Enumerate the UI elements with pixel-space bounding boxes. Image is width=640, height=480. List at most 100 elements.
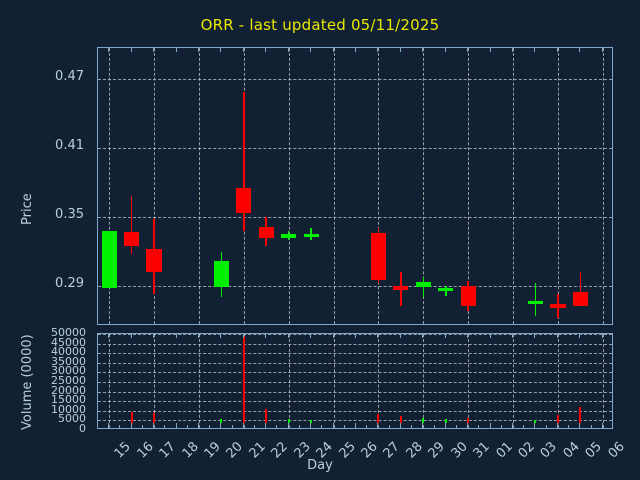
volume-bottom-minor-tick <box>388 425 390 429</box>
volume-bottom-minor-tick <box>411 425 413 429</box>
candle-wick <box>243 91 245 231</box>
volume-top-tick <box>534 333 536 338</box>
volume-bottom-minor-tick <box>164 425 166 429</box>
volume-bottom-tick <box>130 423 132 429</box>
price-top-tick <box>399 47 401 52</box>
volume-bottom-tick <box>579 423 581 429</box>
volume-gridline <box>98 401 612 403</box>
volume-tick-label: 40000 <box>51 345 86 359</box>
volume-bar <box>579 407 582 423</box>
volume-day-gridline <box>468 334 470 428</box>
volume-bottom-minor-tick <box>455 425 457 429</box>
price-top-tick <box>601 47 603 52</box>
candle-body <box>415 282 431 287</box>
volume-top-tick <box>108 333 110 338</box>
volume-tick-label: 10000 <box>51 402 86 416</box>
day-gridline <box>557 48 559 324</box>
volume-bar <box>242 335 245 423</box>
volume-day-gridline <box>109 334 111 428</box>
volume-bar <box>399 416 402 423</box>
volume-gridline <box>98 353 612 355</box>
candle-body <box>303 234 319 238</box>
price-tick-label: 0.29 <box>55 275 84 291</box>
price-top-tick <box>556 47 558 52</box>
candle-body <box>258 227 274 238</box>
price-top-tick <box>197 47 199 52</box>
volume-bar <box>444 419 447 423</box>
volume-bottom-minor-tick <box>298 425 300 429</box>
volume-bottom-tick <box>175 423 177 429</box>
volume-bar <box>422 418 425 423</box>
volume-top-tick <box>197 333 199 338</box>
volume-bar <box>130 411 133 423</box>
price-tick-label: 0.47 <box>55 69 84 85</box>
volume-gridline <box>98 372 612 374</box>
price-top-tick <box>287 47 289 52</box>
candle-body <box>124 231 140 246</box>
price-top-tick <box>130 47 132 52</box>
candle-wick <box>130 196 133 254</box>
volume-top-tick <box>422 333 424 338</box>
candle-body <box>101 230 117 289</box>
volume-top-tick <box>377 333 379 338</box>
volume-bottom-minor-tick <box>321 425 323 429</box>
volume-top-tick <box>489 333 491 338</box>
day-gridline <box>513 48 515 324</box>
price-gridline <box>98 79 612 81</box>
candle-body <box>213 260 229 287</box>
candle-body <box>527 300 544 304</box>
volume-bottom-tick <box>534 423 536 429</box>
volume-top-tick <box>399 333 401 338</box>
volume-bottom-minor-tick <box>343 425 345 429</box>
day-gridline <box>333 48 335 324</box>
price-top-tick <box>579 47 581 52</box>
volume-tick-label: 30000 <box>51 364 86 378</box>
candle-body <box>146 249 162 272</box>
price-top-tick <box>467 47 469 52</box>
volume-bottom-tick <box>310 423 312 429</box>
volume-bottom-minor-tick <box>186 425 188 429</box>
volume-bottom-minor-tick <box>366 425 368 429</box>
volume-bottom-minor-tick <box>523 425 525 429</box>
volume-top-tick <box>175 333 177 338</box>
volume-bottom-tick <box>332 423 334 429</box>
volume-top-tick <box>355 333 356 338</box>
volume-day-gridline <box>288 334 290 428</box>
volume-bar <box>220 418 223 423</box>
candle-body <box>281 234 297 238</box>
volume-bottom-tick <box>197 423 199 429</box>
volume-top-tick <box>332 333 334 338</box>
volume-tick-label: 20000 <box>51 383 86 397</box>
volume-day-gridline <box>602 334 604 428</box>
volume-tick-label: 15000 <box>51 393 86 407</box>
price-top-tick <box>265 47 267 52</box>
volume-gridline <box>98 391 612 393</box>
volume-top-tick <box>467 333 469 338</box>
candle-body <box>236 188 252 214</box>
volume-bottom-minor-tick <box>119 425 121 429</box>
volume-bottom-minor-tick <box>231 425 233 429</box>
volume-tick-label: 45000 <box>51 335 86 349</box>
volume-bottom-tick <box>377 423 379 429</box>
volume-tick-labels: 50000 45000 40000 35000 30000 25000 20000 15000… <box>0 326 92 435</box>
price-top-tick <box>175 47 177 52</box>
volume-tick-label: 0 <box>79 422 86 435</box>
candle-body <box>370 232 387 281</box>
volume-day-gridline <box>333 334 335 428</box>
volume-bottom-tick <box>467 423 469 429</box>
price-top-tick <box>444 47 446 52</box>
volume-bottom-minor-tick <box>209 425 211 429</box>
day-gridline <box>288 48 290 324</box>
volume-bar <box>287 419 290 423</box>
volume-bar <box>310 420 313 423</box>
volume-bottom-minor-tick <box>568 425 570 429</box>
volume-bottom-tick <box>512 423 514 429</box>
volume-top-tick <box>242 333 244 338</box>
x-axis-label: Day <box>307 458 333 473</box>
volume-bottom-tick <box>355 423 356 429</box>
volume-top-tick <box>512 333 514 338</box>
volume-top-tick <box>220 333 222 338</box>
volume-bottom-minor-tick <box>545 425 547 429</box>
volume-gridline <box>98 382 612 383</box>
volume-top-tick <box>153 333 155 338</box>
